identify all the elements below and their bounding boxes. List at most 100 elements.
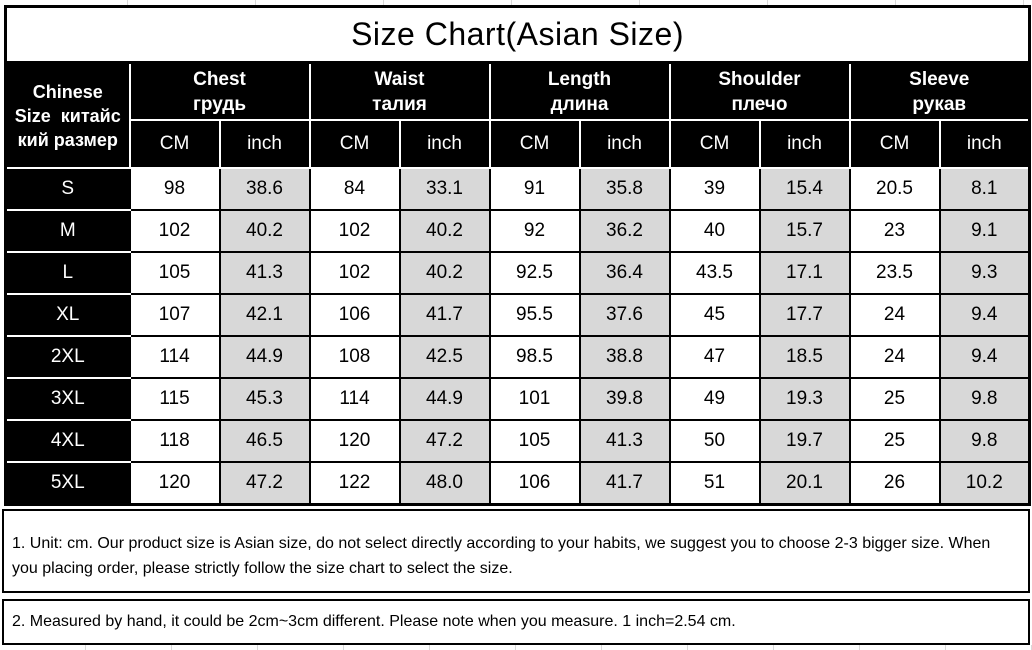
cell-shoulder-cm: 51 <box>668 461 761 505</box>
cell-chest-inch: 38.6 <box>218 167 311 211</box>
cell-length-inch: 41.7 <box>578 461 671 505</box>
cell-chest-inch: 46.5 <box>218 419 311 463</box>
cell-sleeve-cm: 26 <box>848 461 941 505</box>
cell-shoulder-inch: 20.1 <box>758 461 851 505</box>
unit-header-inch: inch <box>218 119 311 169</box>
cell-chest-cm: 115 <box>128 377 221 421</box>
cell-chest-inch: 41.3 <box>218 251 311 295</box>
unit-header-inch: inch <box>398 119 491 169</box>
cell-shoulder-inch: 15.7 <box>758 209 851 253</box>
column-header-length: Length длина <box>488 61 671 121</box>
cell-shoulder-cm: 43.5 <box>668 251 761 295</box>
cell-shoulder-cm: 49 <box>668 377 761 421</box>
cell-sleeve-cm: 25 <box>848 377 941 421</box>
table-row: 4XL 118 46.5 120 47.2 105 41.3 50 19.7 25 9.8 <box>5 419 1031 463</box>
cell-shoulder-inch: 18.5 <box>758 335 851 379</box>
cell-chest-inch: 47.2 <box>218 461 311 505</box>
cell-chest-cm: 98 <box>128 167 221 211</box>
column-header-sleeve: Sleeve рукав <box>848 61 1031 121</box>
cell-sleeve-cm: 23.5 <box>848 251 941 295</box>
cell-chest-inch: 45.3 <box>218 377 311 421</box>
column-label-en: Sleeve <box>909 68 970 90</box>
cell-length-cm: 92 <box>488 209 581 253</box>
cell-chest-inch: 42.1 <box>218 293 311 337</box>
cell-waist-inch: 41.7 <box>398 293 491 337</box>
cell-chest-inch: 44.9 <box>218 335 311 379</box>
cell-shoulder-inch: 17.1 <box>758 251 851 295</box>
size-chart-table: Size Chart(Asian Size) Chinese Size кита… <box>3 5 1032 506</box>
note-1: 1. Unit: cm. Our product size is Asian s… <box>2 508 1030 593</box>
unit-header-inch: inch <box>758 119 851 169</box>
size-label: L <box>5 251 131 295</box>
title-row: Size Chart(Asian Size) <box>3 5 1032 64</box>
cell-waist-inch: 40.2 <box>398 251 491 295</box>
cell-sleeve-inch: 10.2 <box>938 461 1031 505</box>
table-row: S 98 38.6 84 33.1 91 35.8 39 15.4 20.5 8.1 <box>5 167 1031 211</box>
cell-length-cm: 105 <box>488 419 581 463</box>
cell-length-inch: 39.8 <box>578 377 671 421</box>
cell-length-inch: 36.4 <box>578 251 671 295</box>
column-label-en: Length <box>547 68 612 90</box>
unit-header-cm: CM <box>848 119 941 169</box>
cell-length-cm: 92.5 <box>488 251 581 295</box>
cell-waist-cm: 108 <box>308 335 401 379</box>
cell-length-inch: 35.8 <box>578 167 671 211</box>
column-header-chest: Chest грудь <box>128 61 311 121</box>
measurement-header-row: Chinese Size китайс кий размер Chest груд… <box>4 61 1031 169</box>
size-label: M <box>5 209 131 253</box>
spreadsheet-gridlines-top <box>0 0 1032 5</box>
column-header-waist: Waist талия <box>308 61 491 121</box>
column-label-en: Shoulder <box>718 68 801 90</box>
cell-sleeve-inch: 9.8 <box>938 377 1031 421</box>
cell-waist-inch: 47.2 <box>398 419 491 463</box>
size-label: 2XL <box>5 335 131 379</box>
column-label-ru: рукав <box>912 93 967 115</box>
column-label-en: Waist <box>374 68 425 90</box>
cell-chest-cm: 120 <box>128 461 221 505</box>
note-2: 2. Measured by hand, it could be 2cm~3cm… <box>2 598 1030 645</box>
table-row: L 105 41.3 102 40.2 92.5 36.4 43.5 17.1 23.5 9.3 <box>5 251 1031 295</box>
cell-shoulder-inch: 17.7 <box>758 293 851 337</box>
cell-sleeve-inch: 9.3 <box>938 251 1031 295</box>
cell-sleeve-cm: 24 <box>848 335 941 379</box>
unit-header-cm: CM <box>128 119 221 169</box>
size-label: 4XL <box>5 419 131 463</box>
cell-waist-cm: 84 <box>308 167 401 211</box>
cell-shoulder-cm: 40 <box>668 209 761 253</box>
cell-shoulder-cm: 47 <box>668 335 761 379</box>
table-row: 3XL 115 45.3 114 44.9 101 39.8 49 19.3 25 9.8 <box>5 377 1031 421</box>
table-row: 5XL 120 47.2 122 48.0 106 41.7 51 20.1 26 10.2 <box>5 461 1031 505</box>
cell-shoulder-inch: 19.7 <box>758 419 851 463</box>
cell-shoulder-inch: 15.4 <box>758 167 851 211</box>
cell-chest-cm: 105 <box>128 251 221 295</box>
unit-header-inch: inch <box>578 119 671 169</box>
cell-length-inch: 36.2 <box>578 209 671 253</box>
cell-waist-inch: 48.0 <box>398 461 491 505</box>
column-label-ru: грудь <box>192 93 247 115</box>
cell-waist-inch: 44.9 <box>398 377 491 421</box>
unit-header-cm: CM <box>308 119 401 169</box>
cell-length-cm: 91 <box>488 167 581 211</box>
cell-waist-cm: 102 <box>308 251 401 295</box>
cell-sleeve-inch: 9.1 <box>938 209 1031 253</box>
spreadsheet-gridlines-bottom <box>0 645 1032 650</box>
size-label: 3XL <box>5 377 131 421</box>
column-label-ru: талия <box>372 93 427 115</box>
cell-sleeve-inch: 8.1 <box>938 167 1031 211</box>
cell-shoulder-cm: 39 <box>668 167 761 211</box>
corner-header: Chinese Size китайс кий размер <box>4 61 131 169</box>
size-label: 5XL <box>5 461 131 505</box>
cell-shoulder-cm: 45 <box>668 293 761 337</box>
cell-waist-inch: 33.1 <box>398 167 491 211</box>
cell-chest-cm: 107 <box>128 293 221 337</box>
table-row: M 102 40.2 102 40.2 92 36.2 40 15.7 23 9.1 <box>5 209 1031 253</box>
cell-sleeve-cm: 20.5 <box>848 167 941 211</box>
cell-length-cm: 106 <box>488 461 581 505</box>
cell-waist-cm: 102 <box>308 209 401 253</box>
cell-length-inch: 38.8 <box>578 335 671 379</box>
unit-header-inch: inch <box>938 119 1031 169</box>
cell-length-cm: 95.5 <box>488 293 581 337</box>
page-title: Size Chart(Asian Size) <box>3 5 1032 64</box>
size-label: XL <box>5 293 131 337</box>
